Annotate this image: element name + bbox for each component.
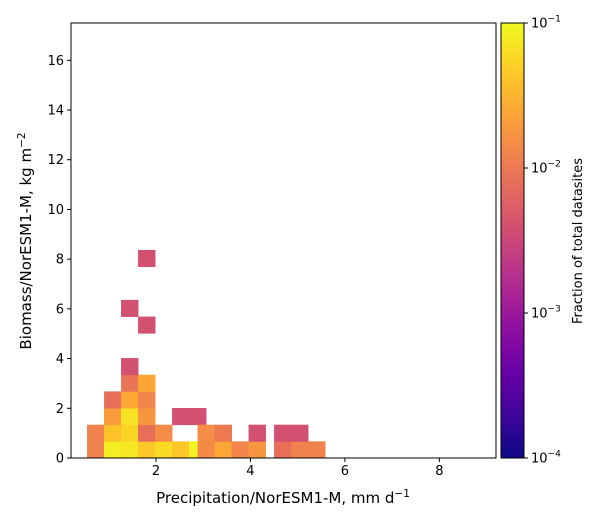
heatmap-cell bbox=[138, 316, 156, 334]
heatmap-cell bbox=[274, 441, 292, 459]
y-tick-label: 12 bbox=[47, 153, 64, 168]
colorbar-tick-label: 10−2 bbox=[531, 160, 561, 177]
heatmap-cell bbox=[155, 424, 173, 442]
heatmap-cell bbox=[121, 424, 139, 442]
colorbar-tick-label: 10−4 bbox=[531, 450, 561, 467]
heatmap-cell bbox=[121, 358, 139, 376]
heatmap-cell bbox=[197, 441, 215, 459]
y-axis-label: Biomass/NorESM1-M, kg m−2 bbox=[16, 132, 35, 349]
heatmap-cells bbox=[87, 249, 326, 459]
plot-frame bbox=[70, 22, 497, 459]
x-tick-label: 2 bbox=[152, 464, 160, 479]
y-tick-label: 10 bbox=[47, 203, 64, 218]
heatmap-cell bbox=[121, 299, 139, 317]
heatmap-cell bbox=[87, 424, 105, 442]
x-tick-label: 4 bbox=[246, 464, 254, 479]
x-tick-label: 8 bbox=[435, 464, 443, 479]
y-tick-label: 0 bbox=[56, 452, 64, 467]
x-axis-label: Precipitation/NorESM1-M, mm d−1 bbox=[156, 488, 410, 507]
heatmap-cell bbox=[138, 441, 156, 459]
heatmap-cell bbox=[104, 424, 122, 442]
colorbar-ticks: 10−4 10−3 10−2 10−1 bbox=[524, 15, 561, 467]
heatmap-cell bbox=[87, 441, 105, 459]
heatmap-cell bbox=[155, 441, 173, 459]
heatmap-cell bbox=[121, 441, 139, 459]
y-tick-label: 6 bbox=[56, 302, 64, 317]
heatmap-cell bbox=[138, 408, 156, 426]
heatmap-cell bbox=[291, 424, 309, 442]
heatmap-cell bbox=[231, 441, 249, 459]
heatmap-cell bbox=[138, 424, 156, 442]
x-axis-ticks: 2 4 6 8 bbox=[152, 458, 443, 479]
heatmap-cell bbox=[138, 249, 156, 267]
heatmap-cell bbox=[197, 424, 215, 442]
heatmap-cell bbox=[172, 441, 190, 459]
heatmap-cell bbox=[291, 441, 309, 459]
heatmap-cell bbox=[138, 374, 156, 392]
heatmap-cell bbox=[104, 391, 122, 409]
heatmap-cell bbox=[121, 408, 139, 426]
colorbar-label: Fraction of total datasites bbox=[571, 158, 586, 324]
heatmap-cell bbox=[172, 408, 190, 426]
heatmap-cell bbox=[138, 391, 156, 409]
heatmap-cell bbox=[274, 424, 292, 442]
colorbar-tick-label: 10−1 bbox=[531, 15, 561, 32]
y-tick-label: 16 bbox=[47, 54, 64, 69]
y-axis-ticks: 0 2 4 6 8 10 12 14 16 bbox=[47, 54, 71, 467]
heatmap-cell bbox=[104, 408, 122, 426]
heatmap-cell bbox=[308, 441, 326, 459]
heatmap-cell bbox=[248, 424, 266, 442]
x-tick-label: 6 bbox=[341, 464, 349, 479]
y-tick-label: 4 bbox=[56, 352, 64, 367]
heatmap-cell bbox=[121, 374, 139, 392]
heatmap-cell bbox=[189, 408, 207, 426]
heatmap-cell bbox=[104, 441, 122, 459]
y-tick-label: 2 bbox=[56, 402, 64, 417]
colorbar bbox=[500, 22, 525, 459]
heatmap-cell bbox=[121, 391, 139, 409]
heatmap-cell bbox=[214, 424, 232, 442]
y-tick-label: 8 bbox=[56, 253, 64, 268]
colorbar-tick-label: 10−3 bbox=[531, 305, 561, 322]
y-tick-label: 14 bbox=[47, 104, 64, 119]
heatmap-cell bbox=[214, 441, 232, 459]
heatmap-cell bbox=[248, 441, 266, 459]
